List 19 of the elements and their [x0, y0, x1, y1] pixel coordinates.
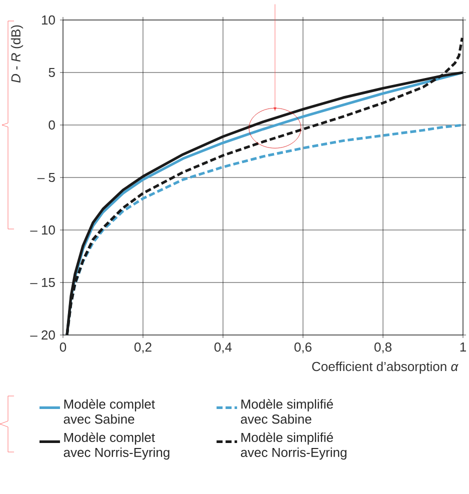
x-tick-label: 0,8	[374, 342, 392, 354]
y-tick-label: – 10	[30, 225, 55, 235]
legend-label: Modèle complet avec Norris-Eyring	[64, 432, 170, 460]
y-tick-label: – 5	[37, 172, 55, 182]
x-tick-label: 0,4	[214, 342, 232, 354]
y-tick-label: 0	[48, 120, 55, 130]
y-tick-label: 10	[42, 15, 55, 25]
legend-label: Modèle complet avec Sabine	[64, 399, 155, 424]
x-tick-label: 0	[60, 342, 66, 352]
x-tick-label: 0,6	[294, 342, 312, 354]
y-tick-label: 5	[48, 68, 55, 78]
legend-label: Modèle simplifié avec Sabine	[240, 399, 333, 424]
y-tick-label: – 20	[30, 330, 55, 340]
x-tick-label: 0,2	[134, 342, 152, 354]
x-axis-title: Coefficient d’absorption α	[312, 362, 458, 374]
y-tick-label: – 15	[30, 278, 55, 288]
legend-label: Modèle simplifié avec Norris-Eyring	[240, 432, 346, 460]
x-tick-label: 1	[460, 342, 466, 352]
y-axis-title: D - R (dB)	[10, 25, 24, 83]
